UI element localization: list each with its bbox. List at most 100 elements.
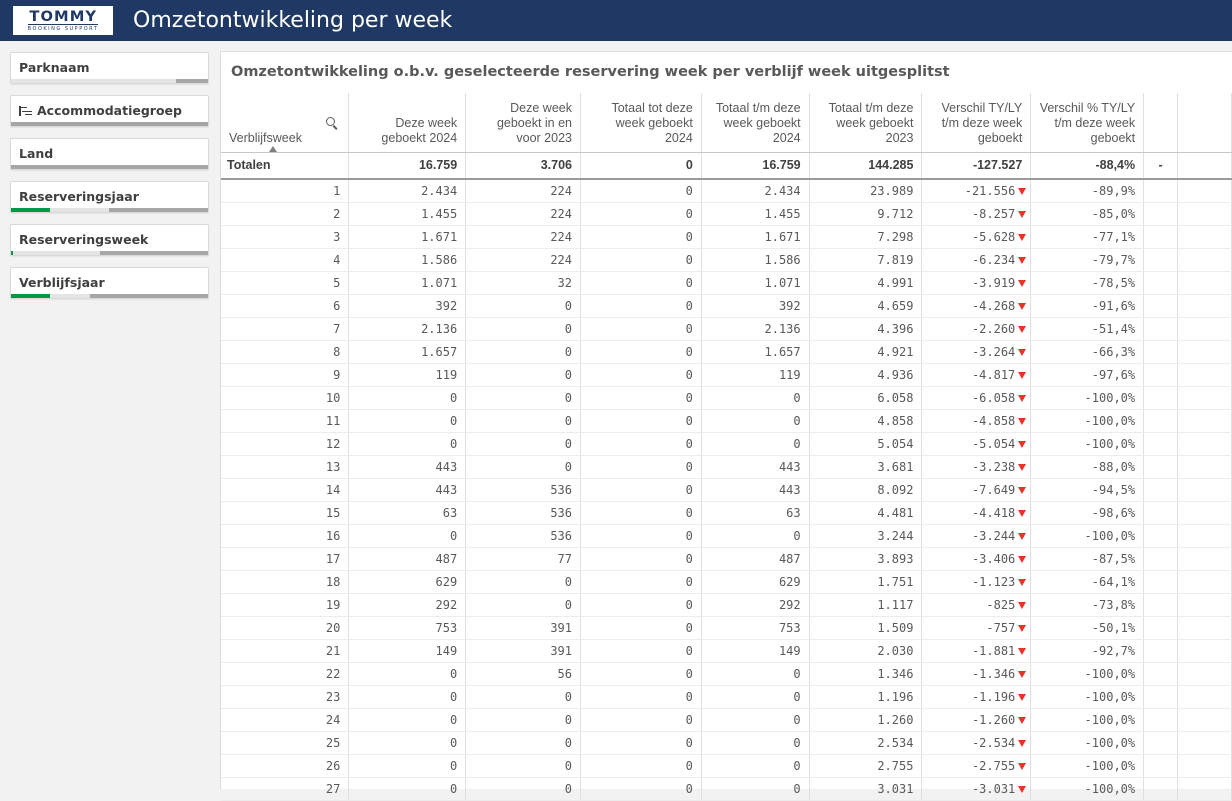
empty-cell	[1177, 570, 1232, 594]
empty-cell	[1177, 340, 1232, 364]
table-cell: 3.893	[809, 547, 923, 571]
empty-cell	[1143, 570, 1179, 594]
column-header[interactable]: Verblijfsweek	[221, 93, 350, 153]
down-arrow-icon	[1018, 532, 1027, 540]
table-cell: 2.534	[809, 731, 923, 755]
table-cell: 7.819	[809, 248, 923, 272]
table-cell: 56	[465, 662, 581, 686]
table-cell: 23.989	[809, 179, 923, 203]
empty-cell	[1177, 662, 1232, 686]
selection-segment-grey	[89, 294, 208, 298]
logo-sub-text: BOOKING SUPPORT	[27, 23, 99, 32]
empty-cell	[1143, 685, 1179, 709]
table-cell: 1.509	[809, 616, 923, 640]
table-row: 10 0 0 0 0 6.058 -6.058 -100,0%	[221, 386, 1232, 410]
search-icon[interactable]	[326, 117, 338, 130]
down-arrow-icon	[1018, 394, 1027, 402]
table-cell: 0	[580, 225, 702, 249]
empty-cell	[1177, 386, 1232, 410]
empty-cell	[1177, 754, 1232, 778]
table-cell: 536	[465, 524, 581, 548]
empty-cell	[1177, 455, 1232, 479]
empty-cell	[1177, 524, 1232, 548]
table-row: 17 487 77 0 487 3.893 -3.406 -87,5%	[221, 547, 1232, 571]
table-cell: 0	[580, 317, 702, 341]
table-cell: 63	[348, 501, 467, 525]
down-arrow-icon	[1018, 486, 1027, 494]
column-header[interactable]: Totaal t/m deze week geboekt 2024	[701, 93, 810, 153]
filter-reserveringsjaar[interactable]: Reserveringsjaar	[10, 181, 209, 213]
table-cell: -100,0%	[1030, 685, 1145, 709]
table-cell: 8	[221, 340, 350, 364]
filter-verblijfsjaar[interactable]: Verblijfsjaar	[10, 267, 209, 299]
table-row: 19 292 0 0 292 1.117 -825 -73,8%	[221, 593, 1232, 617]
table-cell: 443	[348, 478, 467, 502]
table-cell: 3.681	[809, 455, 923, 479]
column-header[interactable]: Verschil % TY/LY t/m deze week geboekt	[1030, 93, 1145, 153]
table-cell: 487	[701, 547, 810, 571]
selection-segment-grey	[11, 122, 208, 126]
empty-cell	[1177, 432, 1232, 456]
filter-land[interactable]: Land	[10, 138, 209, 170]
empty-cell	[1177, 639, 1232, 663]
table-cell: 443	[701, 478, 810, 502]
filter-parknaam[interactable]: Parknaam	[10, 52, 209, 84]
table-cell: 629	[348, 570, 467, 594]
table-cell: 1.671	[348, 225, 467, 249]
table-cell: 1.657	[701, 340, 810, 364]
down-arrow-icon	[1018, 555, 1027, 563]
diff-value: -5.628	[971, 229, 1016, 244]
table-cell: 0	[348, 524, 467, 548]
table-cell: 753	[348, 616, 467, 640]
down-arrow-icon	[1018, 256, 1027, 264]
table-cell: 629	[701, 570, 810, 594]
selection-segment-green	[11, 208, 51, 212]
table-cell: 3.244	[809, 524, 923, 548]
table-cell: 12	[221, 432, 350, 456]
selection-state-bar	[11, 294, 208, 298]
table-cell: 5	[221, 271, 350, 295]
table-cell: 0	[580, 202, 702, 226]
table-cell: -3.919	[921, 271, 1032, 295]
table-cell: 21	[221, 639, 350, 663]
down-arrow-icon	[1018, 670, 1027, 678]
table-cell: -79,7%	[1030, 248, 1145, 272]
diff-value: -6.058	[971, 390, 1016, 405]
tommy-logo[interactable]: TOMMY BOOKING SUPPORT	[13, 6, 113, 35]
table-cell: -6.234	[921, 248, 1032, 272]
down-arrow-icon	[1018, 509, 1027, 517]
table-row: 9 119 0 0 119 4.936 -4.817 -97,6%	[221, 363, 1232, 387]
column-header[interactable]: Totaal t/m deze week geboekt 2023	[809, 93, 923, 153]
table-cell: -2.755	[921, 754, 1032, 778]
empty-cell	[1177, 616, 1232, 640]
table-row: 18 629 0 0 629 1.751 -1.123 -64,1%	[221, 570, 1232, 594]
table-cell: 0	[580, 754, 702, 778]
table-cell: -64,1%	[1030, 570, 1145, 594]
table-row: 15 63 536 0 63 4.481 -4.418 -98,6%	[221, 501, 1232, 525]
totals-cell: 144.285	[809, 152, 923, 180]
table-cell: 0	[580, 432, 702, 456]
diff-value: -1.196	[971, 689, 1016, 704]
column-header[interactable]: Deze week geboekt 2024	[348, 93, 467, 153]
table-cell: 0	[348, 731, 467, 755]
filter-accommodatiegroep[interactable]: Accommodatiegroep	[10, 95, 209, 127]
table-cell: -100,0%	[1030, 754, 1145, 778]
table-cell: -4.817	[921, 363, 1032, 387]
column-header[interactable]: Verschil TY/LY t/m deze week geboekt	[921, 93, 1032, 153]
diff-value: -1.123	[971, 574, 1016, 589]
empty-cell	[1177, 708, 1232, 732]
table-cell: 4.481	[809, 501, 923, 525]
revenue-table: Verblijfsweek Deze week geboekt 2024 Deze …	[221, 93, 1232, 801]
empty-cell	[1143, 731, 1179, 755]
table-cell: 536	[465, 501, 581, 525]
table-cell: 17	[221, 547, 350, 571]
empty-cell	[1177, 271, 1232, 295]
column-header[interactable]: Deze week geboekt in en voor 2023	[465, 93, 581, 153]
empty-cell	[1143, 340, 1179, 364]
column-header[interactable]: Totaal tot deze week geboekt 2024	[580, 93, 702, 153]
table-cell: 2.434	[701, 179, 810, 203]
filter-reserveringsweek[interactable]: Reserveringsweek	[10, 224, 209, 256]
table-cell: 4.921	[809, 340, 923, 364]
totals-cell: 16.759	[701, 152, 810, 180]
table-cell: 0	[580, 501, 702, 525]
